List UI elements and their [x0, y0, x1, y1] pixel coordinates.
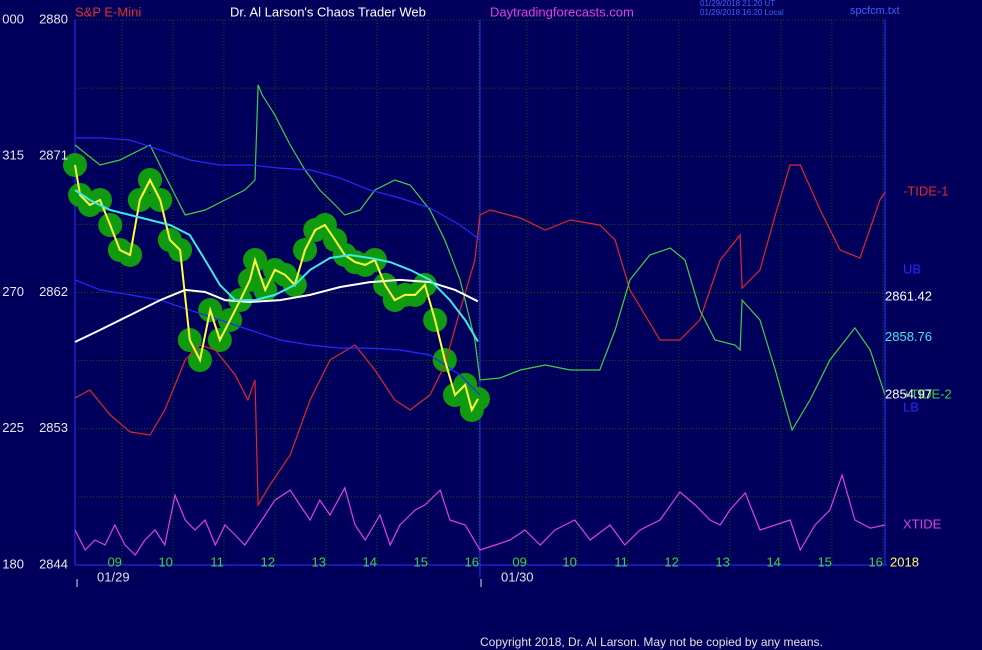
end-value-label: 2854.97: [885, 386, 932, 401]
series-label: XTIDE: [903, 516, 942, 531]
x-tick-label: 10: [158, 554, 172, 569]
series-label: +TIDE-2: [903, 386, 952, 401]
series-line: [75, 137, 481, 241]
timestamp: 01/29/2018 21:20 UT: [700, 0, 775, 8]
y-tick-label: 2871: [39, 148, 68, 163]
series-line: [74, 279, 481, 396]
timestamp: 01/29/2018 16:20 Local: [700, 8, 784, 17]
y-tick-label: 2853: [39, 420, 68, 435]
series-label: UB: [903, 261, 921, 276]
chart-title: Dr. Al Larson's Chaos Trader Web: [230, 4, 426, 19]
x-tick-label: 13: [311, 554, 325, 569]
x-tick-label: 09: [107, 554, 121, 569]
x-tick-label: 15: [413, 554, 427, 569]
x-tick-label: 15: [817, 554, 831, 569]
y-tick-label: 2862: [39, 284, 68, 299]
website: Daytradingforecasts.com: [490, 4, 634, 19]
copyright: Copyright 2018, Dr. Al Larson. May not b…: [480, 635, 823, 649]
x-tick-label: 16: [464, 554, 478, 569]
grid: [74, 19, 887, 587]
file-name: spcfcm.txt: [850, 5, 900, 17]
series-line: [74, 164, 886, 508]
y-tick-label: 2844: [39, 556, 68, 571]
y2-tick-label: 180: [2, 556, 24, 571]
y-tick-label: 2880: [39, 11, 68, 26]
end-value-label: 2861.42: [885, 289, 932, 304]
x-tick-label: 14: [766, 554, 780, 569]
series-line: [74, 189, 479, 343]
x-tick-label: 10: [562, 554, 576, 569]
x-tick-label: 12: [260, 554, 274, 569]
series-line: [74, 164, 479, 413]
y2-tick-label: 000: [2, 11, 24, 26]
series-line: [74, 84, 886, 432]
series-label: LB: [903, 399, 919, 414]
year: 2018: [890, 554, 919, 569]
x-tick-label: 13: [715, 554, 729, 569]
y2-tick-label: 315: [2, 148, 24, 163]
x-tick-label: 12: [664, 554, 678, 569]
y2-tick-label: 270: [2, 284, 24, 299]
y2-tick-label: 225: [2, 420, 24, 435]
series-line: [74, 278, 479, 343]
x-tick-label: 14: [362, 554, 376, 569]
date-label: 01/29: [97, 569, 130, 584]
end-value-label: 2858.76: [885, 329, 932, 344]
series-label: -TIDE-1: [903, 183, 949, 198]
series-line: [74, 473, 886, 556]
symbol: S&P E-Mini: [75, 4, 141, 19]
date-label: 01/30: [501, 569, 534, 584]
marks: [63, 84, 886, 556]
labels: 2844 2853 2862 2871 2880 180 225 270 315 000 09 10 1…: [2, 11, 951, 584]
x-tick-label: 16: [868, 554, 882, 569]
x-tick-label: 11: [614, 554, 628, 569]
x-tick-label: 11: [210, 554, 224, 569]
x-tick-label: 09: [512, 554, 526, 569]
